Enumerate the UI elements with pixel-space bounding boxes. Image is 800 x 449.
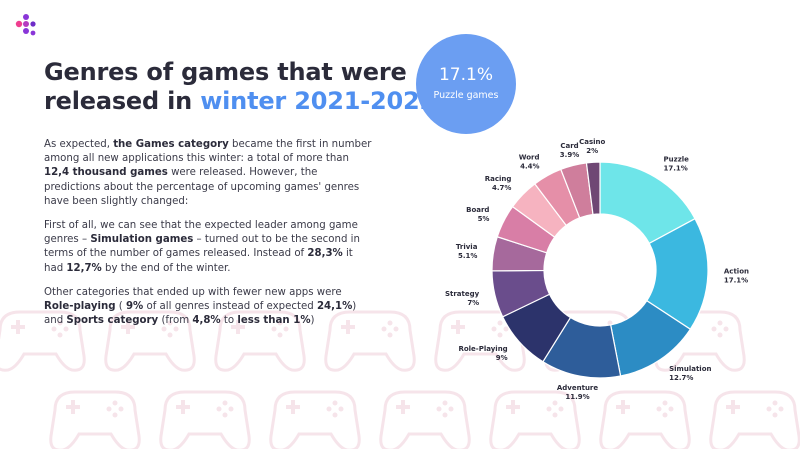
slice-label-word: Word 4.4% xyxy=(519,154,540,171)
p3-text-4: ) and xyxy=(44,301,357,327)
slice-label-simulation: Simulation 12.7% xyxy=(669,365,711,382)
p3-bold-5: 4,8% xyxy=(192,315,221,327)
p3-bold-1: Role-playing xyxy=(44,301,116,313)
p2-text-2: – turned out to be the second in terms o… xyxy=(44,234,360,260)
puzzle-highlight-badge: 17.1% Puzzle games xyxy=(416,34,516,134)
p2-bold-3: 12,7% xyxy=(66,262,102,274)
donut-slice-casino xyxy=(585,161,601,216)
brand-logo xyxy=(15,14,36,36)
p3-text-6: to xyxy=(220,315,238,327)
description-text: As expected, the Games category became t… xyxy=(44,138,374,338)
paragraph-1: As expected, the Games category became t… xyxy=(44,138,374,209)
badge-value: 17.1% xyxy=(438,65,493,85)
p3-bold-3: 24,1% xyxy=(316,301,353,313)
genre-donut-chart: Puzzle 17.1% Action 17.1% Simulation 12.7% Adv… xyxy=(445,138,749,401)
p3-bold-6: less than 1% xyxy=(237,315,311,327)
p2-bold-1: Simulation games xyxy=(90,234,194,246)
slice-label-puzzle: Puzzle 17.1% xyxy=(664,156,690,173)
p2-text-4: by the end of the winter. xyxy=(101,262,231,274)
slice-label-card: Card 3.9% xyxy=(560,142,579,159)
title-line2-prefix: released in xyxy=(44,87,201,115)
slice-label-trivia: Trivia 5.1% xyxy=(456,243,478,260)
slice-label-action: Action 17.1% xyxy=(724,267,749,284)
p1-bold-2: 12,4 thousand games xyxy=(44,167,168,179)
slice-label-racing: Racing 4.7% xyxy=(485,175,512,192)
p3-text-2: ( xyxy=(115,301,126,313)
title-line1: Genres of games that were xyxy=(44,58,407,86)
p2-text-3: it had xyxy=(44,248,353,274)
p2-bold-2: 28,3% xyxy=(307,248,343,260)
slice-label-casino: Casino 2% xyxy=(579,138,605,155)
title-accent: winter 2021-2022 xyxy=(200,87,436,115)
p1-text-1: As expected, xyxy=(44,139,114,150)
slice-label-board: Board 5% xyxy=(466,206,489,223)
paragraph-3: Other categories that ended up with fewe… xyxy=(44,286,374,329)
p2-text-1: First of all, we can see that the expect… xyxy=(44,220,358,246)
p3-text-7: ) xyxy=(310,315,315,327)
p3-text-5: (from xyxy=(158,315,193,327)
badge-label: Puzzle games xyxy=(433,90,499,101)
slice-label-role-playing: Role-Playing 9% xyxy=(458,345,507,362)
slice-label-strategy: Strategy 7% xyxy=(445,290,480,307)
slice-label-adventure: Adventure 11.9% xyxy=(557,384,599,401)
p3-bold-4: Sports category xyxy=(66,315,159,327)
p1-text-3: were released. However, the predictions … xyxy=(44,167,360,207)
paragraph-2: First of all, we can see that the expect… xyxy=(44,219,374,276)
p1-text-2: became the first in number among all new… xyxy=(44,139,372,165)
p3-bold-2: 9% xyxy=(125,301,144,313)
p3-text-1: Other categories that ended up with fewe… xyxy=(44,286,342,298)
p3-text-3: of all genres instead of expected xyxy=(143,301,317,313)
p1-bold-1: the Games category xyxy=(113,139,229,150)
page-title: Genres of games that were released in wi… xyxy=(44,58,436,116)
